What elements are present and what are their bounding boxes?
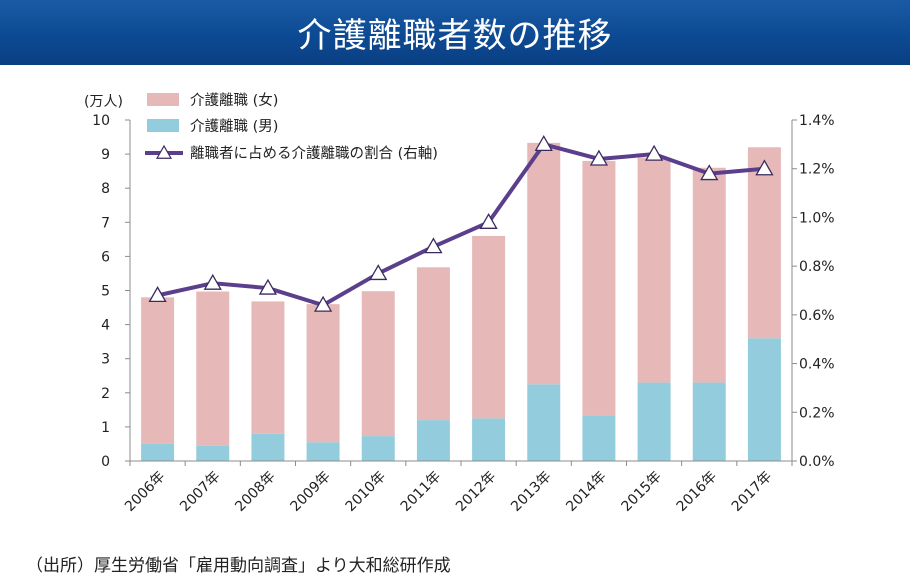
source-note: （出所）厚生労働省「雇用動向調査」より大和総研作成 xyxy=(26,556,451,576)
right-tick-label: 1.2% xyxy=(799,162,835,178)
ratio-marker xyxy=(479,212,498,229)
ratio-marker xyxy=(755,159,774,176)
ratio-marker xyxy=(148,286,167,303)
bar-male xyxy=(692,382,726,461)
right-tick-label: 0.2% xyxy=(799,405,835,421)
legend-label-female: 介護離職 (女) xyxy=(190,91,278,109)
ratio-marker xyxy=(534,135,553,152)
x-tick-label: 2009年 xyxy=(287,469,333,515)
left-tick-label: 1 xyxy=(101,420,110,436)
bar-male xyxy=(141,443,175,461)
x-tick-label: 2014年 xyxy=(563,469,609,515)
right-tick-label: 1.0% xyxy=(799,210,835,226)
legend-swatch-male xyxy=(147,119,179,132)
bar-male xyxy=(472,418,506,461)
x-tick-label: 2010年 xyxy=(343,469,389,515)
left-tick-label: 9 xyxy=(101,147,110,163)
bar-female xyxy=(527,142,561,385)
ratio-marker xyxy=(203,273,222,290)
bar-female xyxy=(306,304,340,443)
bar-male xyxy=(637,382,671,461)
x-tick-label: 2013年 xyxy=(508,469,554,515)
ratio-marker xyxy=(424,237,443,254)
chart-title: 介護離職者数の推移 xyxy=(297,16,613,56)
ratio-marker xyxy=(644,144,664,161)
left-tick-label: 7 xyxy=(101,215,110,231)
left-tick-label: 6 xyxy=(101,249,110,265)
bar-female xyxy=(416,267,450,421)
left-tick-label: 8 xyxy=(101,181,110,197)
ratio-marker xyxy=(258,278,278,295)
bar-female xyxy=(747,147,781,339)
bar-female xyxy=(692,167,726,383)
ratio-line xyxy=(157,142,765,308)
left-tick-label: 10 xyxy=(92,113,110,129)
left-tick-label: 2 xyxy=(101,386,110,402)
x-tick-label: 2008年 xyxy=(232,469,278,515)
bar-female xyxy=(141,297,175,444)
legend-marker-ratio xyxy=(155,144,173,159)
bar-male xyxy=(747,338,781,461)
right-tick-label: 0.8% xyxy=(799,259,835,275)
bar-male xyxy=(251,433,285,461)
ratio-marker xyxy=(313,295,333,312)
x-tick-label: 2016年 xyxy=(674,469,720,515)
title-bar: 介護離職者数の推移 xyxy=(0,0,910,65)
axes-layer xyxy=(125,119,797,466)
legend-label-ratio: 離職者に占める介護離職の割合 (右軸) xyxy=(190,144,438,162)
ratio-marker xyxy=(369,264,388,281)
left-tick-label: 4 xyxy=(101,318,110,334)
x-tick-label: 2011年 xyxy=(398,469,444,515)
left-tick-label: 3 xyxy=(101,352,110,368)
bars-layer xyxy=(141,142,781,461)
bar-female xyxy=(472,235,506,419)
bar-male xyxy=(361,436,395,461)
x-tick-label: 2006年 xyxy=(122,469,168,515)
left-tick-label: 5 xyxy=(101,284,110,300)
bar-male xyxy=(196,445,230,461)
x-tick-label: 2015年 xyxy=(618,469,664,515)
bar-female xyxy=(582,160,616,416)
bar-female xyxy=(196,291,230,446)
x-tick-label: 2012年 xyxy=(453,469,499,515)
x-tick-label: 2007年 xyxy=(177,469,223,515)
bar-male xyxy=(306,442,340,461)
right-tick-label: 1.4% xyxy=(799,113,835,129)
bar-male xyxy=(416,420,450,461)
right-tick-label: 0.6% xyxy=(799,308,835,324)
ratio-marker xyxy=(589,149,609,166)
left-tick-label: 0 xyxy=(101,454,110,470)
legend-swatch-female xyxy=(147,93,179,106)
bar-female xyxy=(361,291,395,437)
y-unit-label: (万人) xyxy=(84,94,123,110)
ratio-line-layer xyxy=(148,135,774,312)
bar-female xyxy=(637,157,671,383)
ratio-marker xyxy=(700,164,719,181)
x-tick-label: 2017年 xyxy=(729,469,775,515)
right-tick-label: 0.0% xyxy=(799,454,835,470)
legend-label-male: 介護離職 (男) xyxy=(190,117,278,135)
bar-male xyxy=(527,384,561,461)
legend: 介護離職 (女) 介護離職 (男) 離職者に占める介護離職の割合 (右軸) xyxy=(145,91,438,162)
bar-male xyxy=(582,415,616,461)
bar-female xyxy=(251,301,285,434)
right-tick-label: 0.4% xyxy=(799,357,835,373)
